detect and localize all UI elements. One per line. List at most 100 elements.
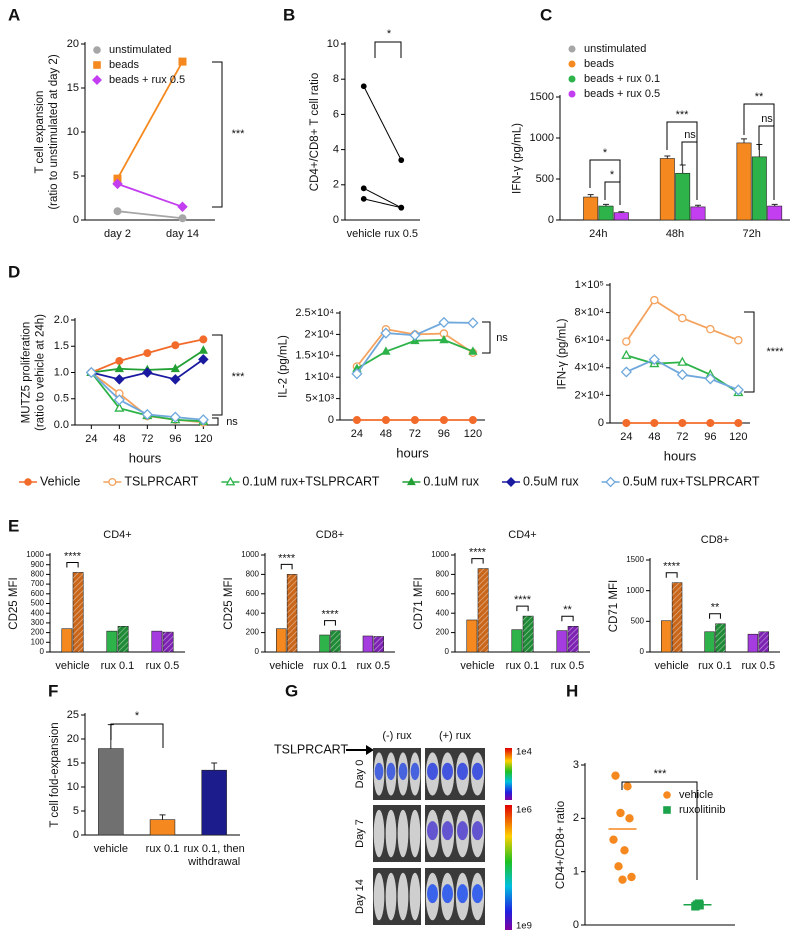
y-tick-label: 800 [246, 570, 260, 579]
bar [319, 634, 330, 653]
y-tick-label: 200 [31, 628, 45, 637]
marker [360, 83, 367, 90]
marker [438, 316, 450, 329]
legend-label: beads + rux 0.5 [584, 88, 660, 100]
y-axis-label: MUTZ5 proliferation [21, 322, 33, 424]
bar [98, 748, 124, 836]
bracket [758, 125, 775, 200]
marker [352, 415, 361, 424]
bracket [709, 613, 721, 619]
bar [106, 630, 118, 653]
marker [114, 374, 125, 385]
signal [472, 884, 483, 904]
y-tick-label: 0.0 [54, 419, 69, 431]
mouse [385, 809, 397, 858]
x-tick-label: rux 0.1 [146, 843, 180, 855]
y-tick-label: 5 [73, 170, 79, 182]
bar [201, 769, 227, 836]
marker [505, 477, 516, 487]
y-tick-label: 500 [631, 616, 645, 625]
annotation: **** [663, 561, 681, 573]
y-axis-label: CD71 MFI [413, 577, 425, 629]
marker [439, 334, 449, 344]
bar [675, 172, 691, 221]
marker [468, 346, 478, 355]
marker [178, 214, 187, 223]
mouse [385, 872, 397, 921]
x-axis-label: hours [129, 450, 162, 465]
bar [151, 630, 163, 653]
error-bar [211, 762, 218, 771]
marker [115, 356, 124, 365]
annotation: ** [755, 91, 764, 103]
legend-label: 0.1uM rux+TSLPRCART [242, 474, 379, 488]
y-tick-label: 1×10⁵ [575, 279, 604, 291]
row-label: Day 0 [354, 760, 366, 789]
marker [112, 178, 123, 190]
marker [467, 317, 479, 329]
bar-hatch [758, 631, 769, 652]
annotation: ns [496, 332, 508, 344]
marker [177, 201, 188, 213]
marker [620, 366, 632, 378]
y-tick-label: 1000 [431, 550, 449, 559]
y-tick-label: 2.5×10⁴ [295, 307, 334, 319]
x-tick-label: day 14 [166, 228, 199, 240]
bracket [212, 417, 219, 426]
marker [141, 408, 153, 421]
marker [676, 369, 688, 381]
marker [113, 207, 122, 216]
y-tick-label: 3 [573, 759, 579, 771]
x-tick-label: 48 [113, 433, 125, 445]
marker [398, 157, 405, 164]
legend-label: beads + rux 0.1 [584, 73, 660, 85]
bar [747, 633, 759, 653]
y-tick-label: 1000 [530, 132, 554, 144]
signal [398, 762, 408, 781]
x-tick-label: rux 0.1 [698, 660, 732, 672]
signal [442, 884, 453, 904]
bar-hatch [715, 623, 726, 652]
colorbar-label: 1e4 [516, 747, 532, 758]
error-bar [603, 203, 609, 207]
legend-label: beads [109, 59, 139, 71]
x-tick-label: 120 [729, 431, 747, 443]
marker [406, 477, 416, 486]
y-tick-label: 1 [573, 866, 579, 878]
series-line [363, 187, 402, 209]
marker [178, 57, 187, 66]
annotation: * [610, 169, 615, 181]
y-tick-label: 0 [598, 417, 604, 429]
marker [616, 808, 625, 818]
legend-label: unstimulated [109, 44, 171, 56]
bar-hatch [523, 616, 534, 652]
x-tick-label: 120 [194, 433, 212, 445]
signal [427, 884, 438, 904]
marker [381, 346, 391, 355]
marker [170, 374, 181, 385]
marker [605, 476, 616, 488]
legend-label: 0.5uM rux [523, 474, 579, 488]
chart-title: CD4+ [508, 529, 536, 541]
marker [609, 835, 618, 844]
y-tick-label: 15 [67, 757, 79, 769]
y-tick-label: 2×10⁴ [574, 389, 604, 401]
marker [611, 771, 620, 780]
annotation: *** [676, 109, 690, 121]
x-tick-label: 24 [351, 428, 363, 440]
series-line [117, 183, 183, 208]
marker [648, 353, 660, 366]
marker [650, 295, 659, 305]
y-tick-label: 10 [67, 126, 79, 138]
y-tick-label: 20 [67, 38, 79, 50]
marker [614, 862, 623, 871]
y-tick-label: 2 [573, 812, 579, 824]
bar [276, 628, 287, 653]
y-tick-label: 0 [40, 647, 45, 656]
series-line [363, 198, 402, 209]
x-tick-label: 120 [464, 428, 482, 440]
bracket [516, 605, 529, 612]
legend-label: Vehicle [40, 474, 80, 488]
y-axis-label: CD25 MFI [223, 577, 235, 629]
